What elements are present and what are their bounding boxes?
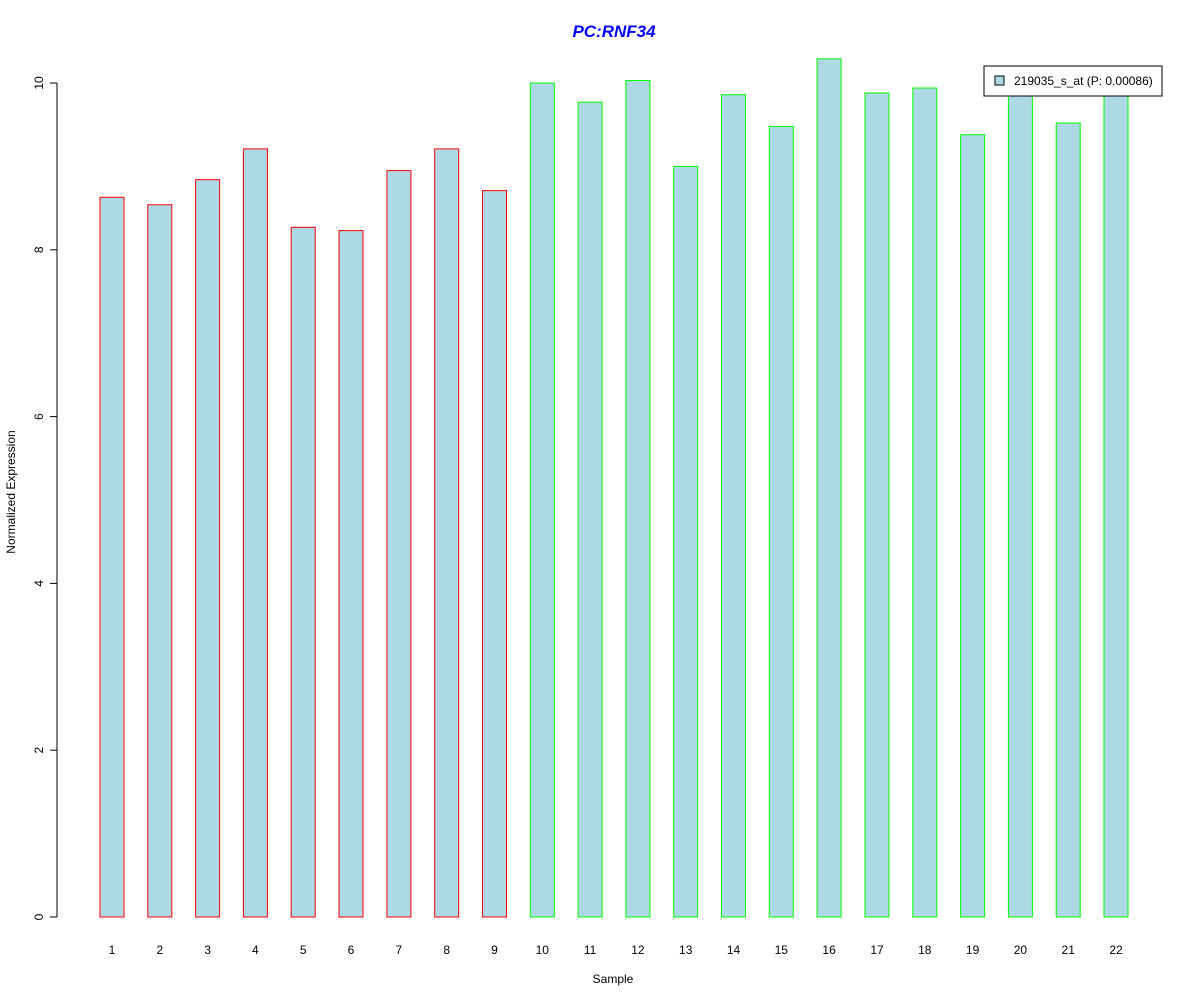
bar-sample-17: [864, 92, 890, 918]
bar-sample-7: [386, 170, 412, 918]
bar-sample-16: [816, 58, 842, 918]
x-tick-label: 3: [204, 943, 211, 957]
bar-sample-1: [99, 196, 125, 918]
x-tick-label: 14: [727, 943, 741, 957]
x-tick-label: 16: [822, 943, 836, 957]
x-tick-label: 5: [300, 943, 307, 957]
bar-sample-15: [768, 125, 794, 918]
bar-sample-5: [290, 226, 316, 918]
bar-sample-21: [1055, 122, 1081, 918]
legend-swatch: [994, 75, 1005, 86]
x-tick-label: 9: [491, 943, 498, 957]
y-tick-label: 8: [32, 246, 46, 253]
x-tick-label: 12: [631, 943, 645, 957]
y-tick-label: 4: [32, 580, 46, 587]
legend: 219035_s_at (P: 0.00086): [983, 65, 1163, 97]
bar-sample-8: [434, 148, 460, 918]
legend-label: 219035_s_at (P: 0.00086): [1014, 74, 1153, 88]
x-tick-label: 2: [156, 943, 163, 957]
x-tick-label: 20: [1014, 943, 1028, 957]
x-tick-label: 8: [443, 943, 450, 957]
bar-sample-2: [147, 204, 173, 918]
bar-sample-19: [960, 134, 986, 918]
x-tick-label: 11: [584, 943, 597, 957]
bar-sample-13: [673, 165, 699, 918]
x-tick-label: 17: [870, 943, 884, 957]
bar-sample-22: [1103, 88, 1129, 918]
bar-sample-6: [338, 230, 364, 918]
bar-sample-14: [721, 94, 746, 918]
x-axis: 1 2 3 4 5 6 7 8 9 10 11 12 13 14 15 16 17 18 19 20 21 22: [109, 943, 1123, 957]
chart-title: PC:RNF34: [572, 22, 656, 41]
bar-sample-12: [625, 80, 651, 918]
x-axis-label: Sample: [593, 972, 634, 986]
bar-sample-3: [195, 179, 221, 918]
y-tick-label: 2: [32, 747, 46, 754]
y-axis-label: Normalized Expression: [4, 430, 18, 553]
x-tick-label: 15: [775, 943, 789, 957]
y-tick-label: 10: [32, 76, 46, 90]
x-tick-label: 18: [918, 943, 932, 957]
bar-sample-9: [482, 190, 507, 918]
bars-group: [99, 58, 1129, 918]
y-tick-label: 0: [32, 913, 46, 920]
x-tick-label: 4: [252, 943, 259, 957]
y-tick-label: 6: [32, 413, 46, 420]
bar-sample-20: [1007, 88, 1033, 918]
x-tick-label: 22: [1109, 943, 1123, 957]
x-tick-label: 6: [348, 943, 355, 957]
bar-sample-11: [577, 101, 603, 918]
bar-sample-18: [912, 87, 938, 918]
x-tick-label: 21: [1062, 943, 1076, 957]
y-axis: 0 2 4 6 8 10: [32, 76, 58, 920]
x-tick-label: 19: [966, 943, 980, 957]
bar-sample-10: [529, 82, 555, 918]
x-tick-label: 13: [679, 943, 693, 957]
x-tick-label: 7: [396, 943, 403, 957]
x-tick-label: 1: [109, 943, 116, 957]
x-tick-label: 10: [536, 943, 550, 957]
bar-sample-4: [242, 148, 268, 918]
legend-box: [983, 65, 1163, 97]
